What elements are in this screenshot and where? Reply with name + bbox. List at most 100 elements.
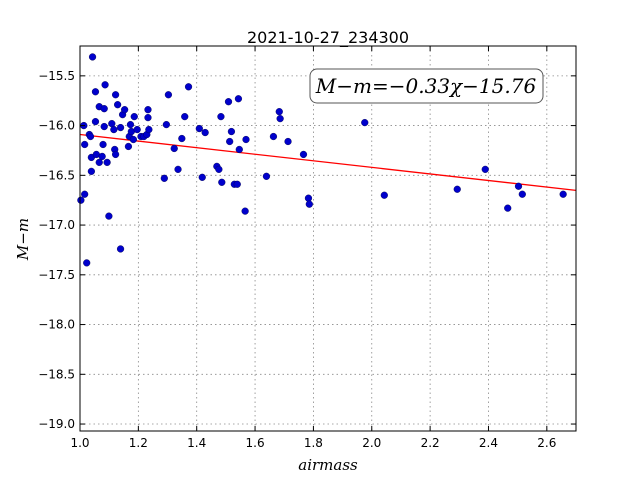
data-point <box>453 185 461 193</box>
x-tick-label: 1.4 <box>187 436 206 450</box>
data-point <box>111 91 120 99</box>
y-tick-label: −18.0 <box>38 318 75 332</box>
data-point <box>235 145 243 154</box>
data-point <box>481 165 489 173</box>
data-point <box>262 172 271 180</box>
data-point <box>114 101 122 109</box>
data-point <box>87 167 95 175</box>
data-point <box>241 207 249 215</box>
data-point <box>234 95 243 103</box>
data-point <box>224 98 233 106</box>
x-axis: 1.0 1.2 1.4 1.6 1.8 2.0 2.2 2.4 2.6 <box>70 46 556 450</box>
x-axis-label: airmass <box>298 456 358 474</box>
y-tick-label: −15.5 <box>38 69 75 83</box>
data-point <box>226 137 234 146</box>
fit-line-layer <box>79 133 577 191</box>
data-point <box>178 134 186 143</box>
data-point <box>124 142 133 151</box>
data-point <box>160 174 168 182</box>
data-point <box>98 152 106 161</box>
y-tick-label: −18.5 <box>38 367 75 381</box>
data-point <box>91 118 100 126</box>
chart-title: 2021-10-27_234300 <box>247 28 409 48</box>
data-point <box>361 119 369 127</box>
data-points <box>77 53 567 267</box>
data-point <box>101 81 109 89</box>
data-point <box>95 158 103 166</box>
data-point <box>233 180 241 188</box>
data-point <box>227 127 236 136</box>
data-point <box>144 114 152 122</box>
data-point <box>514 182 523 190</box>
data-point <box>103 158 111 166</box>
fit-line <box>79 133 577 191</box>
data-point <box>162 120 170 129</box>
y-tick-label: −17.0 <box>38 218 75 232</box>
x-tick-label: 1.2 <box>129 436 148 450</box>
data-point <box>174 165 182 173</box>
data-point <box>559 190 567 198</box>
x-tick-label: 1.0 <box>70 436 89 450</box>
data-point <box>276 115 284 123</box>
data-point <box>164 91 173 99</box>
data-point <box>144 106 152 114</box>
data-point <box>145 125 153 134</box>
data-point <box>299 150 308 159</box>
plot-frame <box>79 45 577 432</box>
data-point <box>518 190 526 198</box>
data-point <box>170 144 178 153</box>
data-point <box>217 113 225 121</box>
data-point <box>121 106 129 114</box>
y-axis-label: M−m <box>14 218 32 261</box>
data-point <box>133 125 141 134</box>
data-point <box>181 113 189 121</box>
data-point <box>116 123 125 132</box>
data-point <box>275 108 283 116</box>
data-point <box>77 196 85 204</box>
data-point <box>99 140 107 149</box>
fit-equation: M−m=−0.33χ−15.76 <box>315 74 537 98</box>
data-point <box>195 124 203 133</box>
data-point <box>242 135 250 144</box>
data-point <box>130 113 138 121</box>
x-tick-label: 2.0 <box>362 436 381 450</box>
data-point <box>198 173 206 181</box>
data-point <box>269 132 278 141</box>
data-point <box>108 119 116 128</box>
data-point <box>100 105 108 113</box>
y-tick-label: −16.5 <box>38 168 75 182</box>
data-point <box>215 165 223 173</box>
data-point <box>218 178 226 186</box>
data-point <box>111 150 120 159</box>
x-tick-label: 2.4 <box>479 436 498 450</box>
data-point <box>86 132 95 141</box>
data-point <box>129 135 137 144</box>
y-tick-label: −19.0 <box>38 417 75 431</box>
data-point <box>88 53 97 61</box>
data-point <box>504 204 512 212</box>
data-point <box>201 128 209 137</box>
data-point <box>380 191 388 199</box>
data-point <box>284 137 292 146</box>
data-point <box>100 122 108 131</box>
data-point <box>105 212 113 220</box>
y-axis: −15.5 −16.0 −16.5 −17.0 −17.5 −18.0 −18.5 −19.0 <box>38 69 576 431</box>
y-tick-label: −17.5 <box>38 268 75 282</box>
data-point <box>305 200 313 208</box>
data-point <box>81 140 89 149</box>
x-tick-label: 1.6 <box>246 436 265 450</box>
data-point <box>116 245 125 253</box>
data-point <box>110 125 118 134</box>
y-tick-label: −16.0 <box>38 119 75 133</box>
data-point <box>126 120 135 129</box>
x-tick-label: 2.2 <box>421 436 440 450</box>
fit-annotation: M−m=−0.33χ−15.76 <box>309 68 544 104</box>
data-point <box>83 259 91 267</box>
data-point <box>304 194 313 202</box>
annotation-box <box>309 68 544 104</box>
data-point <box>184 83 193 91</box>
x-tick-label: 2.6 <box>537 436 556 450</box>
data-point <box>81 190 89 198</box>
x-tick-label: 1.8 <box>304 436 323 450</box>
